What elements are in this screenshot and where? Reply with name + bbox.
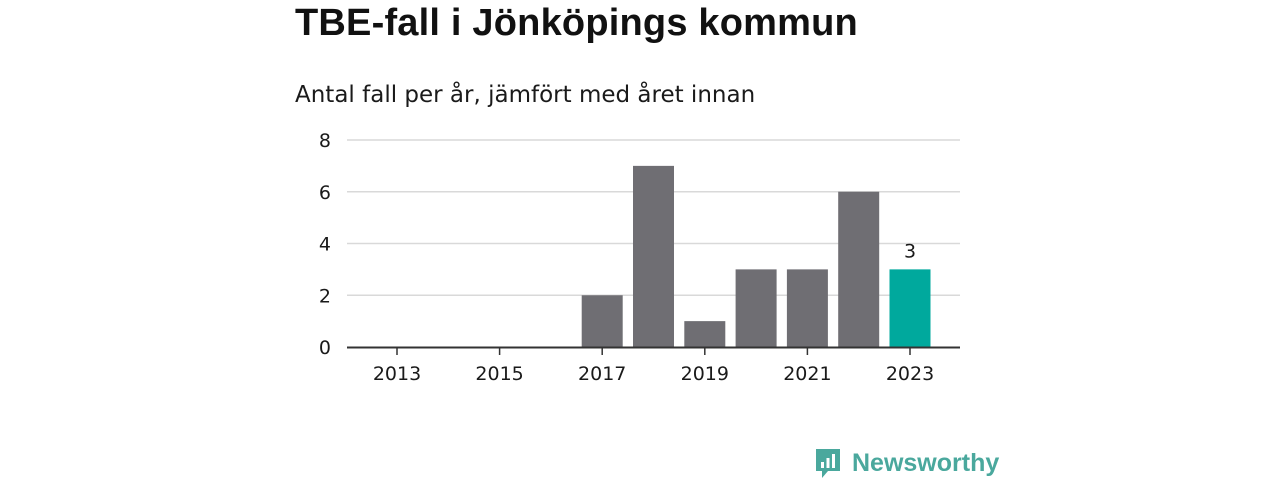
bar-2022 (838, 191, 880, 347)
newsworthy-logo-icon (816, 449, 840, 478)
bar-2019 (684, 321, 726, 347)
bar-2023 (889, 269, 931, 347)
x-tick-label: 2013 (373, 363, 421, 385)
y-tick-label: 4 (319, 234, 331, 256)
data-label-2023: 3 (904, 240, 916, 262)
y-tick-label: 2 (319, 285, 331, 307)
bar-2017 (581, 295, 623, 347)
brand-logo: Newsworthy (814, 446, 999, 480)
y-tick-label: 8 (319, 130, 331, 152)
y-axis-ticks: 0 2 4 6 8 (319, 130, 331, 359)
bar-2018 (633, 165, 674, 347)
x-axis-ticks: 2013 2015 2017 2019 2021 2023 (373, 347, 934, 385)
chart-title: TBE-fall i Jönköpings kommun (295, 2, 858, 44)
y-tick-label: 0 (319, 337, 331, 359)
x-tick-label: 2021 (783, 363, 831, 385)
bar-2020 (735, 269, 777, 347)
x-tick-label: 2023 (886, 363, 934, 385)
chart-subtitle: Antal fall per år, jämfört med året inna… (295, 82, 756, 108)
data-labels: 3 (904, 240, 916, 262)
x-tick-label: 2015 (475, 363, 523, 385)
x-tick-label: 2017 (578, 363, 626, 385)
bar-2021 (786, 269, 828, 347)
bars (581, 165, 931, 347)
brand-name: Newsworthy (852, 448, 1000, 477)
x-tick-label: 2019 (681, 363, 729, 385)
y-tick-label: 6 (319, 182, 331, 204)
